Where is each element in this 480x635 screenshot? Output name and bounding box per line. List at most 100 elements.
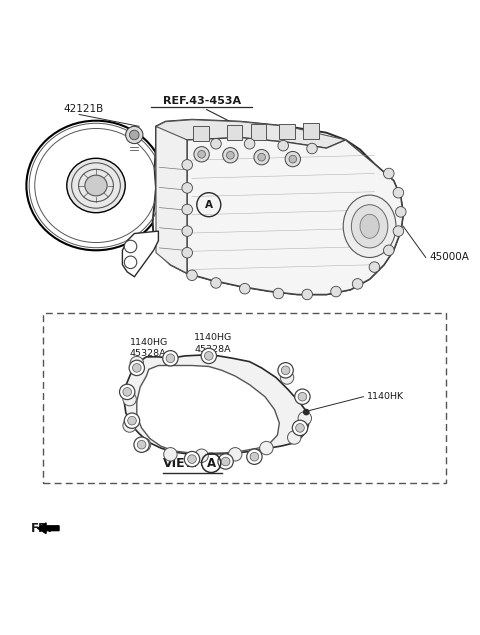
- Circle shape: [182, 183, 192, 193]
- Circle shape: [250, 452, 259, 461]
- Circle shape: [281, 366, 290, 375]
- Circle shape: [211, 138, 221, 149]
- Circle shape: [130, 130, 139, 140]
- Circle shape: [227, 151, 234, 159]
- Circle shape: [123, 418, 136, 432]
- Circle shape: [307, 144, 317, 154]
- Circle shape: [184, 451, 200, 467]
- Bar: [279, 124, 295, 139]
- Text: REF.43-453A: REF.43-453A: [163, 95, 240, 105]
- Polygon shape: [156, 120, 346, 148]
- Circle shape: [258, 153, 265, 161]
- Text: 1140HG
45328A: 1140HG 45328A: [130, 338, 168, 358]
- Circle shape: [123, 392, 136, 406]
- Circle shape: [126, 126, 143, 144]
- Ellipse shape: [343, 195, 396, 258]
- Circle shape: [194, 147, 209, 162]
- Polygon shape: [124, 355, 310, 454]
- Ellipse shape: [67, 158, 125, 213]
- Circle shape: [163, 351, 178, 366]
- Circle shape: [369, 262, 380, 272]
- Text: VIEW: VIEW: [163, 457, 199, 471]
- Circle shape: [384, 168, 394, 179]
- Circle shape: [166, 354, 175, 363]
- Circle shape: [204, 352, 213, 360]
- Circle shape: [303, 409, 310, 415]
- Circle shape: [123, 387, 132, 396]
- Circle shape: [188, 455, 196, 464]
- Circle shape: [124, 413, 140, 429]
- Circle shape: [223, 147, 238, 163]
- Bar: [193, 126, 209, 141]
- Circle shape: [254, 149, 269, 165]
- Circle shape: [393, 226, 404, 236]
- Circle shape: [384, 245, 394, 255]
- Text: FR.: FR.: [31, 523, 53, 535]
- Polygon shape: [187, 138, 403, 295]
- Circle shape: [240, 283, 250, 294]
- Circle shape: [298, 392, 307, 401]
- Circle shape: [218, 454, 233, 469]
- Circle shape: [182, 248, 192, 258]
- Circle shape: [292, 420, 308, 436]
- Circle shape: [260, 441, 273, 455]
- Circle shape: [331, 286, 341, 297]
- Circle shape: [124, 240, 137, 253]
- Circle shape: [285, 151, 300, 167]
- Circle shape: [124, 256, 137, 269]
- Circle shape: [396, 206, 406, 217]
- Circle shape: [195, 449, 208, 462]
- Circle shape: [247, 449, 262, 464]
- Circle shape: [132, 364, 141, 372]
- Circle shape: [134, 437, 149, 452]
- Circle shape: [182, 204, 192, 215]
- Circle shape: [352, 279, 363, 289]
- Circle shape: [280, 371, 294, 384]
- Circle shape: [295, 389, 310, 404]
- Circle shape: [130, 356, 144, 370]
- Circle shape: [273, 288, 284, 299]
- Polygon shape: [122, 231, 158, 277]
- Bar: [303, 123, 319, 138]
- Circle shape: [278, 140, 288, 151]
- Circle shape: [182, 226, 192, 236]
- Ellipse shape: [360, 214, 379, 238]
- Circle shape: [393, 187, 404, 198]
- Polygon shape: [137, 366, 279, 453]
- Circle shape: [298, 411, 312, 425]
- Circle shape: [296, 424, 304, 432]
- Polygon shape: [153, 120, 403, 295]
- Circle shape: [221, 457, 230, 466]
- Text: 1140HK: 1140HK: [367, 392, 404, 401]
- Text: A: A: [206, 457, 216, 471]
- FancyArrow shape: [37, 523, 59, 533]
- Circle shape: [228, 448, 242, 461]
- Text: 1140HG
45328A: 1140HG 45328A: [194, 333, 233, 354]
- Circle shape: [211, 277, 221, 288]
- Circle shape: [128, 417, 136, 425]
- Circle shape: [278, 363, 293, 378]
- Circle shape: [187, 270, 197, 281]
- Circle shape: [198, 150, 205, 158]
- Circle shape: [137, 438, 151, 451]
- Text: 42121B: 42121B: [64, 104, 104, 114]
- Circle shape: [129, 360, 144, 375]
- Bar: [227, 125, 242, 140]
- Text: 45000A: 45000A: [430, 253, 469, 262]
- Ellipse shape: [351, 204, 388, 248]
- Ellipse shape: [26, 121, 166, 250]
- Bar: [43, 312, 446, 483]
- Circle shape: [289, 156, 297, 163]
- Circle shape: [201, 348, 216, 364]
- Circle shape: [182, 159, 192, 170]
- Ellipse shape: [85, 175, 107, 196]
- Circle shape: [302, 289, 312, 300]
- Circle shape: [288, 431, 301, 444]
- Polygon shape: [156, 126, 187, 273]
- Text: A: A: [205, 199, 213, 210]
- Circle shape: [137, 441, 146, 449]
- Circle shape: [164, 448, 177, 461]
- Bar: [251, 124, 266, 140]
- Circle shape: [244, 138, 255, 149]
- Circle shape: [120, 384, 135, 399]
